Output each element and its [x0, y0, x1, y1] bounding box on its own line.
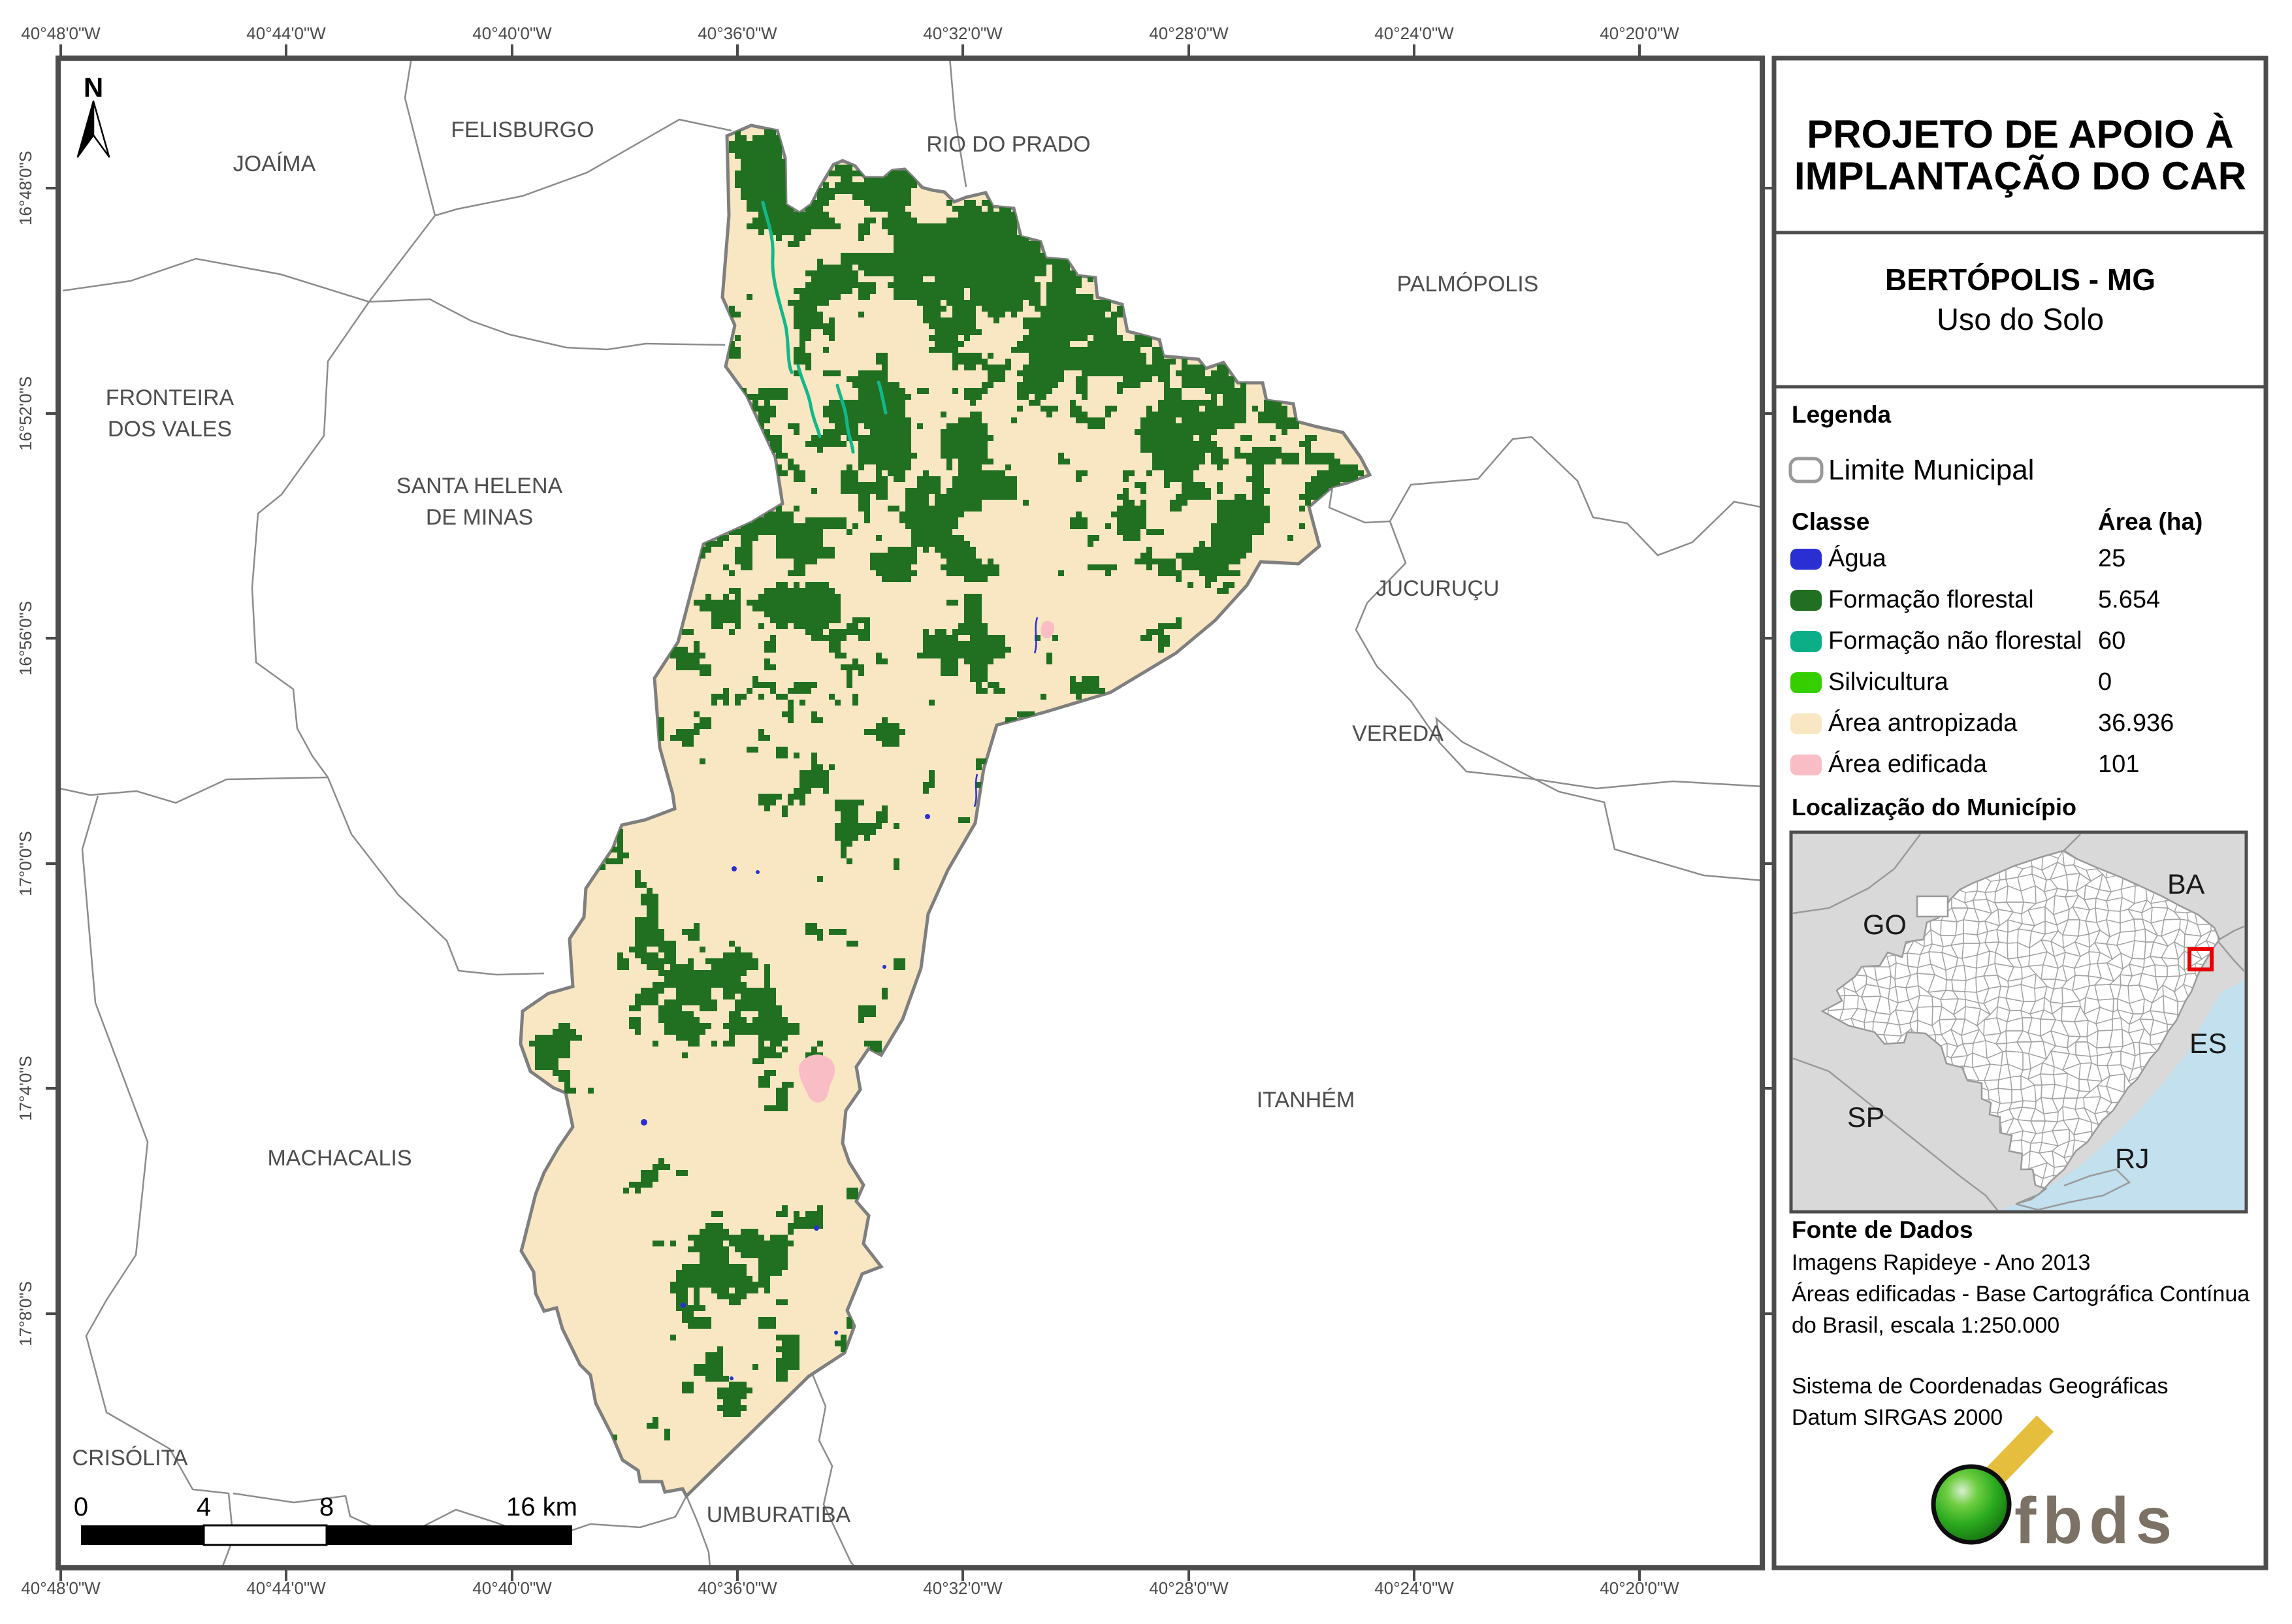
svg-text:JOAÍMA: JOAÍMA [233, 152, 316, 176]
svg-text:40°20'0"W: 40°20'0"W [1600, 1578, 1679, 1598]
svg-text:40°32'0"W: 40°32'0"W [923, 1578, 1003, 1598]
svg-text:N: N [84, 72, 103, 103]
svg-text:UMBURATIBA: UMBURATIBA [707, 1502, 851, 1527]
svg-text:Datum SIRGAS 2000: Datum SIRGAS 2000 [1792, 1405, 2003, 1430]
svg-text:DOS VALES: DOS VALES [108, 417, 232, 442]
svg-text:40°20'0"W: 40°20'0"W [1600, 24, 1679, 43]
svg-text:Área edificada: Área edificada [1828, 750, 1988, 778]
svg-text:SANTA HELENA: SANTA HELENA [396, 474, 563, 498]
svg-text:Sistema de Coordenadas Geográf: Sistema de Coordenadas Geográficas [1792, 1374, 2168, 1399]
svg-text:40°48'0"W: 40°48'0"W [21, 1578, 101, 1598]
svg-text:0: 0 [74, 1493, 88, 1521]
svg-text:40°40'0"W: 40°40'0"W [472, 1578, 552, 1598]
svg-text:Área antropizada: Área antropizada [1828, 709, 2018, 737]
svg-text:17°8'0"S: 17°8'0"S [16, 1281, 35, 1346]
svg-text:16°56'0"S: 16°56'0"S [16, 601, 35, 675]
svg-text:40°48'0"W: 40°48'0"W [21, 24, 101, 43]
svg-text:do Brasil, escala 1:250.000: do Brasil, escala 1:250.000 [1792, 1313, 2059, 1338]
svg-text:SP: SP [1847, 1102, 1884, 1133]
svg-text:40°36'0"W: 40°36'0"W [698, 24, 777, 43]
svg-text:Uso do Solo: Uso do Solo [1937, 302, 2104, 336]
svg-text:PROJETO DE APOIO À: PROJETO DE APOIO À [1807, 112, 2233, 156]
svg-text:16°48'0"S: 16°48'0"S [16, 151, 35, 225]
svg-text:40°44'0"W: 40°44'0"W [246, 1578, 326, 1598]
svg-text:Água: Água [1828, 544, 1887, 572]
svg-text:Formação florestal: Formação florestal [1828, 586, 2034, 613]
svg-text:Fonte de Dados: Fonte de Dados [1792, 1216, 1973, 1243]
svg-text:Localização do Município: Localização do Município [1792, 794, 2076, 820]
svg-text:ES: ES [2189, 1028, 2227, 1060]
svg-text:FELISBURGO: FELISBURGO [451, 118, 594, 142]
svg-text:0: 0 [2098, 668, 2112, 696]
svg-text:40°32'0"W: 40°32'0"W [923, 24, 1003, 43]
svg-text:40°28'0"W: 40°28'0"W [1149, 1578, 1229, 1598]
svg-text:16°52'0"S: 16°52'0"S [16, 376, 35, 451]
svg-text:GO: GO [1863, 909, 1907, 941]
svg-text:36.936: 36.936 [2098, 709, 2174, 737]
svg-text:JUCURUÇU: JUCURUÇU [1376, 576, 1500, 601]
svg-text:5.654: 5.654 [2098, 586, 2160, 613]
svg-text:BERTÓPOLIS - MG: BERTÓPOLIS - MG [1885, 263, 2155, 297]
svg-text:40°24'0"W: 40°24'0"W [1374, 1578, 1454, 1598]
svg-text:RIO DO PRADO: RIO DO PRADO [926, 132, 1090, 157]
svg-text:40°40'0"W: 40°40'0"W [472, 24, 552, 43]
svg-text:Imagens Rapideye - Ano 2013: Imagens Rapideye - Ano 2013 [1792, 1250, 2090, 1275]
svg-text:Classe: Classe [1792, 508, 1869, 535]
svg-text:16 km: 16 km [506, 1493, 577, 1521]
svg-text:Legenda: Legenda [1792, 401, 1892, 428]
svg-text:40°24'0"W: 40°24'0"W [1374, 24, 1454, 43]
svg-text:RJ: RJ [2115, 1143, 2150, 1175]
svg-text:Silvicultura: Silvicultura [1828, 668, 1949, 696]
svg-text:17°4'0"S: 17°4'0"S [16, 1056, 35, 1121]
svg-text:CRISÓLITA: CRISÓLITA [73, 1446, 188, 1470]
svg-text:101: 101 [2098, 751, 2139, 778]
svg-text:MACHACALIS: MACHACALIS [267, 1146, 412, 1171]
svg-text:IMPLANTAÇÃO DO CAR: IMPLANTAÇÃO DO CAR [1794, 154, 2246, 198]
svg-text:40°44'0"W: 40°44'0"W [246, 24, 326, 43]
svg-text:Área (ha): Área (ha) [2098, 508, 2203, 535]
svg-text:DE MINAS: DE MINAS [426, 505, 533, 530]
svg-text:ITANHÉM: ITANHÉM [1257, 1088, 1355, 1112]
svg-text:VEREDA: VEREDA [1352, 721, 1444, 746]
svg-text:17°0'0"S: 17°0'0"S [16, 831, 35, 896]
svg-text:BA: BA [2167, 869, 2205, 900]
svg-text:Limite Municipal: Limite Municipal [1828, 454, 2034, 486]
svg-text:Áreas edificadas - Base Cartog: Áreas edificadas - Base Cartográfica Con… [1792, 1282, 2250, 1307]
svg-text:8: 8 [319, 1493, 334, 1521]
svg-text:40°28'0"W: 40°28'0"W [1149, 24, 1229, 43]
svg-text:PALMÓPOLIS: PALMÓPOLIS [1397, 272, 1539, 297]
svg-text:4: 4 [197, 1493, 211, 1521]
svg-text:40°36'0"W: 40°36'0"W [698, 1578, 777, 1598]
svg-text:fbds: fbds [2014, 1484, 2178, 1557]
svg-text:25: 25 [2098, 545, 2125, 572]
svg-text:FRONTEIRA: FRONTEIRA [106, 385, 234, 410]
svg-text:60: 60 [2098, 627, 2125, 655]
svg-text:Formação não florestal: Formação não florestal [1828, 627, 2082, 655]
